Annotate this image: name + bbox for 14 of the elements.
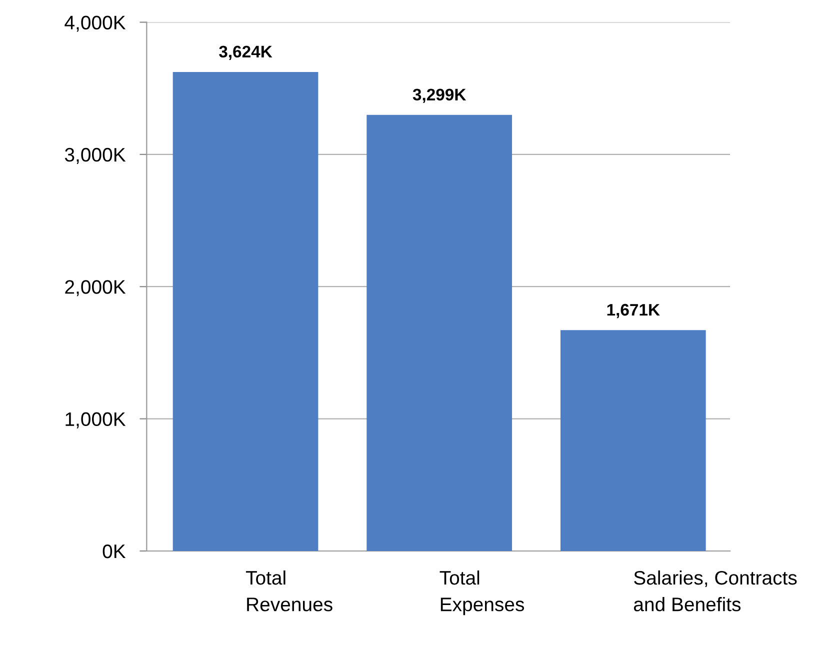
- y-tick-label: 0K: [102, 544, 126, 558]
- y-tick-label: 3,000K: [64, 148, 126, 164]
- data-label: 1,671K: [607, 304, 660, 318]
- bar: [560, 330, 706, 551]
- y-tick-label: 1,000K: [66, 412, 126, 428]
- y-tick-label: 4,000K: [64, 16, 126, 32]
- x-tick-label: Total Expenses: [440, 570, 524, 616]
- x-tick-label: Total Revenues: [246, 570, 332, 612]
- bar: [172, 72, 318, 551]
- data-label: 3,299K: [412, 88, 466, 103]
- bar: [366, 114, 512, 551]
- y-tick-label: 2,000K: [65, 280, 126, 296]
- x-tick-label: Salaries, Contracts and Benefits: [634, 570, 797, 612]
- data-label: 3,624K: [219, 46, 272, 60]
